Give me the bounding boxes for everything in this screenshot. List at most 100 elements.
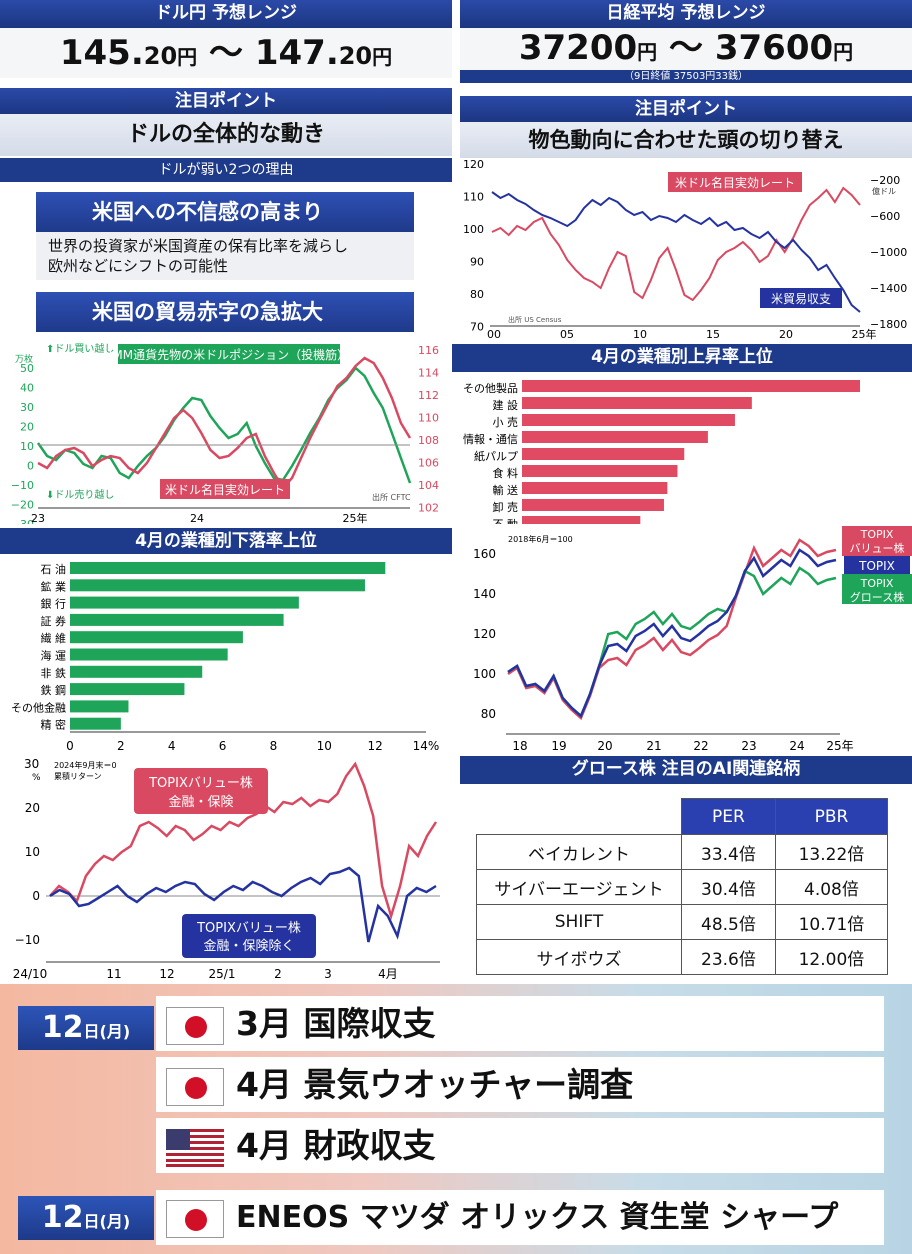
- down-category-label: 非 鉄: [41, 666, 67, 680]
- topix-x-tick: 18: [512, 739, 527, 753]
- imm-left-tick: −20: [11, 499, 34, 512]
- trade-x-tick: 05: [560, 328, 574, 341]
- imm-source: 出所 CFTC: [372, 492, 411, 502]
- trade-blue-label-box: [760, 288, 842, 308]
- imm-left-tick: 10: [20, 440, 34, 453]
- down-x-tick: 0: [66, 739, 74, 753]
- up-bar: [522, 448, 685, 460]
- up-category-label: その他製品: [463, 381, 518, 395]
- usa-flag-icon: [166, 1128, 224, 1167]
- imm-right-tick: 102: [418, 502, 439, 515]
- val-x-tick: 11: [106, 967, 121, 981]
- imm-right-tick: 116: [418, 344, 439, 357]
- trade-unit: 億ドル: [872, 186, 896, 196]
- down-bar: [70, 700, 129, 713]
- up-bar: [522, 380, 860, 392]
- up-bar: [522, 431, 708, 443]
- val-left-tick: 10: [25, 845, 40, 859]
- trade-blue-line: [491, 191, 861, 313]
- val-x-tick: 2: [274, 967, 282, 981]
- event-row: 4月 景気ウオッチャー調査: [156, 1057, 884, 1112]
- up-header: 4月の業種別上昇率上位: [452, 344, 912, 372]
- ai-table: PER PBR ベイカレント 33.4倍 13.22倍 サイバーエージェント 30.4…: [476, 798, 889, 975]
- trade-left-tick: 100: [463, 223, 484, 236]
- up-category-label: 建 設: [493, 398, 519, 412]
- table-row: サイバーエージェント 30.4倍 4.08倍: [476, 869, 889, 905]
- trade-right-tick: −200: [870, 174, 900, 187]
- down-category-label: 鉱 業: [41, 579, 67, 593]
- topix-left-tick: 100: [473, 667, 496, 681]
- topix-x-tick: 19: [551, 739, 566, 753]
- nikkei-range: 37200円 ～ 37600円 （9日終値 37503円33銭）: [460, 28, 912, 83]
- trade-x-tick: 15: [706, 328, 720, 341]
- imm-left-tick: 30: [20, 401, 34, 414]
- down-x-tick: 14%: [413, 739, 440, 753]
- usdjpy-focus-header: 注目ポイント: [0, 88, 452, 114]
- val-tick-30: 30: [24, 757, 39, 771]
- topix-line: [507, 548, 837, 719]
- sell-label: ⬇ドル売り越し: [46, 488, 114, 501]
- val-left-tick: 0: [32, 889, 40, 903]
- val-blue-l2: 金融・保険除く: [203, 938, 294, 954]
- japan-flag-icon: [166, 1067, 224, 1106]
- down-bar: [70, 717, 121, 730]
- nikkei-focus-text: 物色動向に合わせた頭の切り替え: [460, 122, 912, 158]
- val-x-tick: 24/10: [13, 967, 48, 981]
- down-bar: [70, 683, 185, 696]
- up-bar: [522, 465, 678, 477]
- trade-right-tick: −600: [870, 210, 900, 223]
- imm-right-tick: 110: [418, 412, 439, 425]
- col-pbr: PBR: [774, 798, 889, 835]
- imm-left-tick: −10: [11, 479, 34, 492]
- schedule-panel: 12日(月) 3月 国際収支 4月 景気ウオッチャー調査 4月 財政収支 12日…: [0, 984, 912, 1254]
- up-category-label: 輸 送: [493, 483, 519, 497]
- trade-right-tick: −1000: [870, 246, 907, 259]
- trade-chart: 120 110 100 90 80 70 −200 −600 −1000 −1400 −1800 00…: [463, 160, 907, 341]
- up-bar: [522, 397, 752, 409]
- trade-right-tick: −1800: [870, 318, 907, 331]
- imm-right-tick: 108: [418, 434, 439, 447]
- topix-value-l2: バリュー株: [850, 541, 905, 555]
- imm-left-tick: −30: [11, 518, 34, 524]
- val-note1: 2024年9月末＝0: [54, 760, 117, 770]
- topix-growth-label-box: [842, 574, 912, 604]
- imm-x-tick: 25年: [343, 511, 368, 524]
- down-category-label: 銀 行: [41, 597, 67, 611]
- imm-green-label-box: [118, 344, 340, 364]
- up-bar: [522, 414, 735, 426]
- down-x-tick: 8: [270, 739, 278, 753]
- usdjpy-header: ドル円 予想レンジ: [0, 0, 452, 28]
- topix-left-tick: 140: [473, 587, 496, 601]
- trade-x-tick: 10: [633, 328, 647, 341]
- imm-red-label-box: [160, 479, 290, 499]
- up-category-label: 小 売: [493, 416, 519, 429]
- topix-label-box: [844, 556, 910, 574]
- up-bar: [522, 482, 668, 494]
- down-bar: [70, 579, 365, 592]
- trade-red-line: [491, 186, 861, 302]
- trade-left-tick: 80: [470, 288, 484, 301]
- up-category-label: 卸 売: [493, 500, 519, 514]
- ai-table-header: グロース株 注目のAI関連銘柄: [460, 756, 912, 784]
- nikkei-header: 日経平均 予想レンジ: [460, 0, 912, 28]
- trade-left-tick: 90: [470, 256, 484, 269]
- down-bar: [70, 648, 228, 661]
- col-per: PER: [681, 798, 776, 835]
- imm-red-label: 米ドル名目実効レート: [165, 482, 285, 497]
- reason2-title: 米国の貿易赤字の急拡大: [36, 292, 414, 332]
- down-category-label: 精 密: [41, 718, 67, 732]
- imm-left-tick: 40: [20, 382, 34, 395]
- topix-left-tick: 120: [473, 627, 496, 641]
- usdjpy-focus-text: ドルの全体的な動き: [0, 114, 452, 156]
- down-bar: [70, 631, 243, 644]
- trade-x-tick: 25年: [852, 327, 877, 341]
- down-bar: [70, 613, 284, 626]
- topix-value-l1: TOPIX: [860, 528, 894, 541]
- topix-label: TOPIX: [858, 559, 895, 573]
- val-red-l2: 金融・保険: [168, 794, 233, 810]
- down-bar: [70, 562, 386, 574]
- up-category-label: 情報・通信: [463, 433, 518, 446]
- japan-flag-icon: [166, 1199, 224, 1238]
- event-row: 4月 財政収支: [156, 1118, 884, 1173]
